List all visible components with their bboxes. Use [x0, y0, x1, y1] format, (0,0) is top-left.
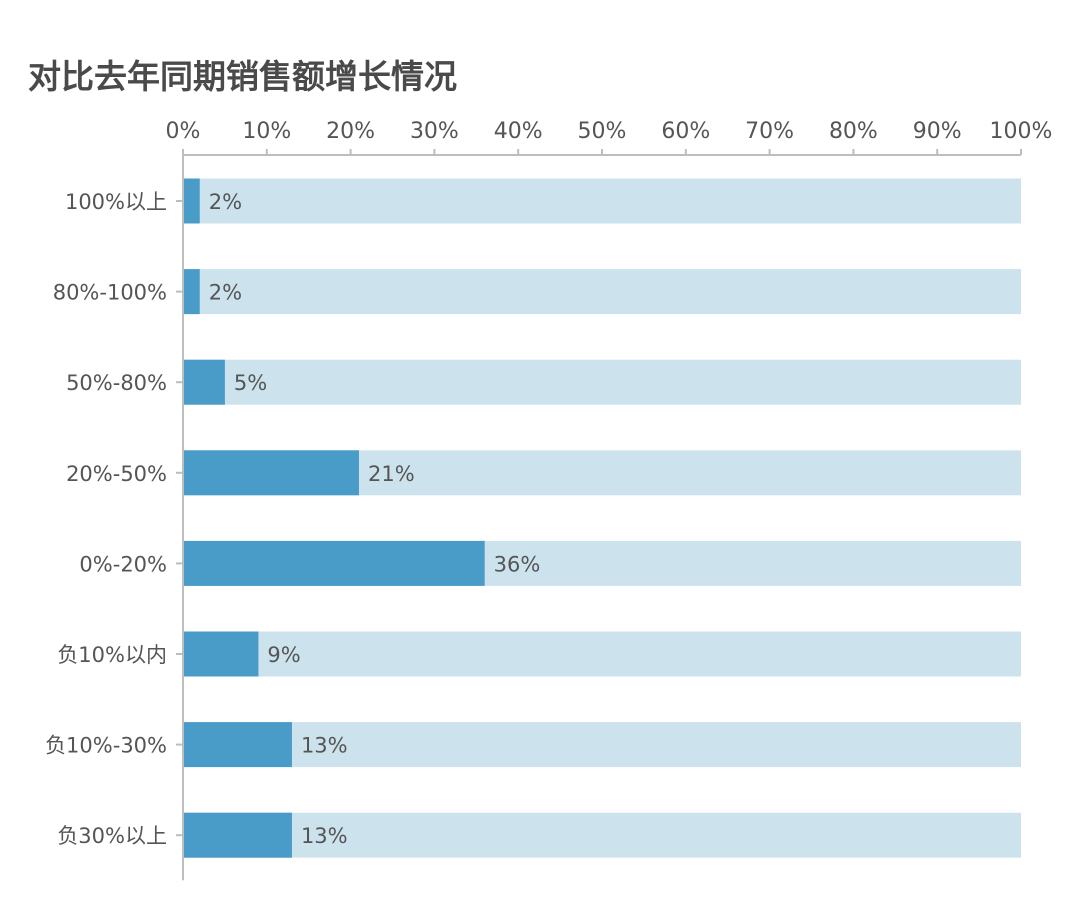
bar-track: [184, 812, 1021, 858]
x-tick-label: 50%: [578, 119, 627, 144]
bar-track: [184, 269, 1021, 315]
category-label: 负10%以内: [57, 643, 167, 667]
data-label: 2%: [209, 281, 242, 305]
x-tick-label: 20%: [326, 119, 375, 144]
bar: [184, 359, 225, 405]
bar: [184, 178, 200, 224]
bar: [184, 722, 292, 768]
bar: [184, 812, 292, 858]
bar-track: [184, 722, 1021, 768]
data-label: 13%: [301, 734, 348, 758]
bar: [184, 269, 200, 315]
data-label: 13%: [301, 824, 348, 848]
category-label: 0%-20%: [79, 552, 167, 576]
data-label: 9%: [267, 643, 300, 667]
category-label: 20%-50%: [66, 462, 167, 486]
bar: [184, 540, 485, 586]
x-tick-label: 30%: [410, 119, 459, 144]
x-tick-label: 70%: [745, 119, 794, 144]
category-label: 80%-100%: [53, 281, 167, 305]
data-label: 2%: [209, 190, 242, 214]
category-label: 50%-80%: [66, 371, 167, 395]
category-label: 100%以上: [65, 190, 167, 214]
x-tick-label: 100%: [990, 119, 1053, 144]
x-tick-label: 90%: [913, 119, 962, 144]
x-tick-label: 40%: [494, 119, 543, 144]
data-label: 36%: [494, 552, 541, 576]
category-label: 负10%-30%: [45, 734, 167, 758]
x-tick-label: 0%: [166, 119, 201, 144]
bar: [184, 631, 259, 677]
bar-track: [184, 178, 1021, 224]
x-tick-label: 10%: [242, 119, 291, 144]
category-label: 负30%以上: [57, 824, 167, 848]
data-label: 21%: [368, 462, 415, 486]
x-tick-label: 80%: [829, 119, 878, 144]
data-label: 5%: [234, 371, 267, 395]
bar-track: [184, 631, 1021, 677]
chart-title: 对比去年同期销售额增长情况: [28, 57, 457, 96]
bar: [184, 450, 359, 496]
x-tick-label: 60%: [661, 119, 710, 144]
bar-track: [184, 359, 1021, 405]
